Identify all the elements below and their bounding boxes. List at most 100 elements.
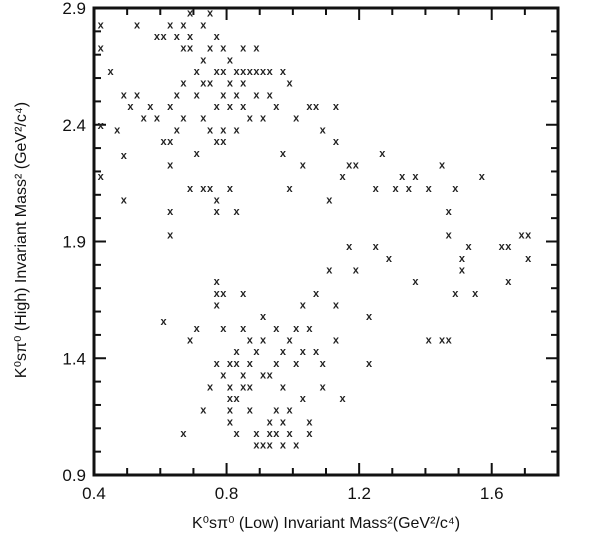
data-point: x <box>227 405 234 417</box>
data-point: x <box>253 346 260 358</box>
data-point: x <box>187 31 194 43</box>
x-tick-label: 0.4 <box>82 484 106 503</box>
data-point: x <box>233 358 240 370</box>
y-tick-label: 2.4 <box>62 116 86 135</box>
data-point: x <box>167 101 174 113</box>
data-point: x <box>346 241 353 253</box>
data-point: x <box>426 183 433 195</box>
data-point: x <box>121 194 128 206</box>
data-point: x <box>439 335 446 347</box>
data-point: x <box>167 19 174 31</box>
data-point: x <box>260 113 267 125</box>
data-point: x <box>167 159 174 171</box>
data-point: x <box>200 405 207 417</box>
data-point: x <box>167 136 174 148</box>
data-point: x <box>333 335 340 347</box>
data-point: x <box>207 8 214 20</box>
data-point: x <box>194 66 201 78</box>
data-point: x <box>267 440 274 452</box>
data-point: x <box>286 428 293 440</box>
data-point: x <box>366 311 373 323</box>
data-point: x <box>353 159 360 171</box>
data-point: x <box>379 148 386 160</box>
data-point: x <box>187 43 194 55</box>
data-point: x <box>194 89 201 101</box>
data-point: x <box>399 171 406 183</box>
data-point: x <box>353 265 360 277</box>
data-point: x <box>280 66 287 78</box>
data-point: x <box>220 136 227 148</box>
data-point: x <box>121 150 128 162</box>
data-point: x <box>154 31 161 43</box>
data-point: x <box>518 229 525 241</box>
data-point: x <box>326 265 333 277</box>
data-point: x <box>313 288 320 300</box>
data-point: x <box>233 206 240 218</box>
data-point: x <box>280 416 287 428</box>
data-point: x <box>340 393 347 405</box>
data-point: x <box>227 54 234 66</box>
data-point: x <box>227 358 234 370</box>
data-point: x <box>280 148 287 160</box>
data-point: x <box>180 19 187 31</box>
data-point: x <box>286 405 293 417</box>
data-point: x <box>459 253 466 265</box>
data-point: x <box>167 206 174 218</box>
data-point: x <box>194 148 201 160</box>
data-point: x <box>220 66 227 78</box>
data-point: x <box>227 393 234 405</box>
data-point: x <box>286 335 293 347</box>
data-point: x <box>260 370 267 382</box>
data-point: x <box>459 265 466 277</box>
data-point: x <box>505 276 512 288</box>
data-point: x <box>141 113 148 125</box>
data-point: x <box>426 335 433 347</box>
y-tick-label: 1.9 <box>62 233 86 252</box>
data-point: x <box>247 66 254 78</box>
data-point: x <box>300 346 307 358</box>
data-point: x <box>214 288 221 300</box>
data-point: x <box>220 288 227 300</box>
data-point: x <box>187 335 194 347</box>
data-point: x <box>525 229 532 241</box>
data-point: x <box>161 31 168 43</box>
data-point: x <box>207 78 214 90</box>
data-point: x <box>333 101 340 113</box>
data-point: x <box>306 323 313 335</box>
data-point: x <box>386 253 393 265</box>
data-point: x <box>273 405 280 417</box>
data-point: x <box>306 416 313 428</box>
data-point: x <box>108 66 115 78</box>
data-point: x <box>98 43 105 55</box>
data-point: x <box>286 78 293 90</box>
data-point: x <box>214 31 221 43</box>
data-point: x <box>286 183 293 195</box>
data-point: x <box>214 194 221 206</box>
data-point: x <box>240 78 247 90</box>
data-point: x <box>273 428 280 440</box>
data-point: x <box>439 159 446 171</box>
x-tick-labels: 0.4 0.8 1.2 1.6 <box>82 484 503 503</box>
data-point: x <box>240 43 247 55</box>
y-tick-label: 2.9 <box>62 0 86 18</box>
data-point: x <box>313 101 320 113</box>
data-point: x <box>247 113 254 125</box>
y-tick-label: 1.4 <box>62 349 86 368</box>
data-point: x <box>161 136 168 148</box>
x-tick-label: 1.2 <box>347 484 371 503</box>
data-point: x <box>147 101 154 113</box>
data-point: x <box>452 183 459 195</box>
data-point: x <box>98 120 105 132</box>
y-tick-label: 0.9 <box>62 466 86 485</box>
data-point: x <box>240 101 247 113</box>
data-point: x <box>180 78 187 90</box>
data-point: x <box>406 183 413 195</box>
data-point: x <box>214 276 221 288</box>
data-point: x <box>121 89 128 101</box>
data-point: x <box>260 440 267 452</box>
data-point: x <box>306 101 313 113</box>
data-point: x <box>220 89 227 101</box>
data-point: x <box>505 241 512 253</box>
data-point: x <box>253 440 260 452</box>
data-point: x <box>293 113 300 125</box>
